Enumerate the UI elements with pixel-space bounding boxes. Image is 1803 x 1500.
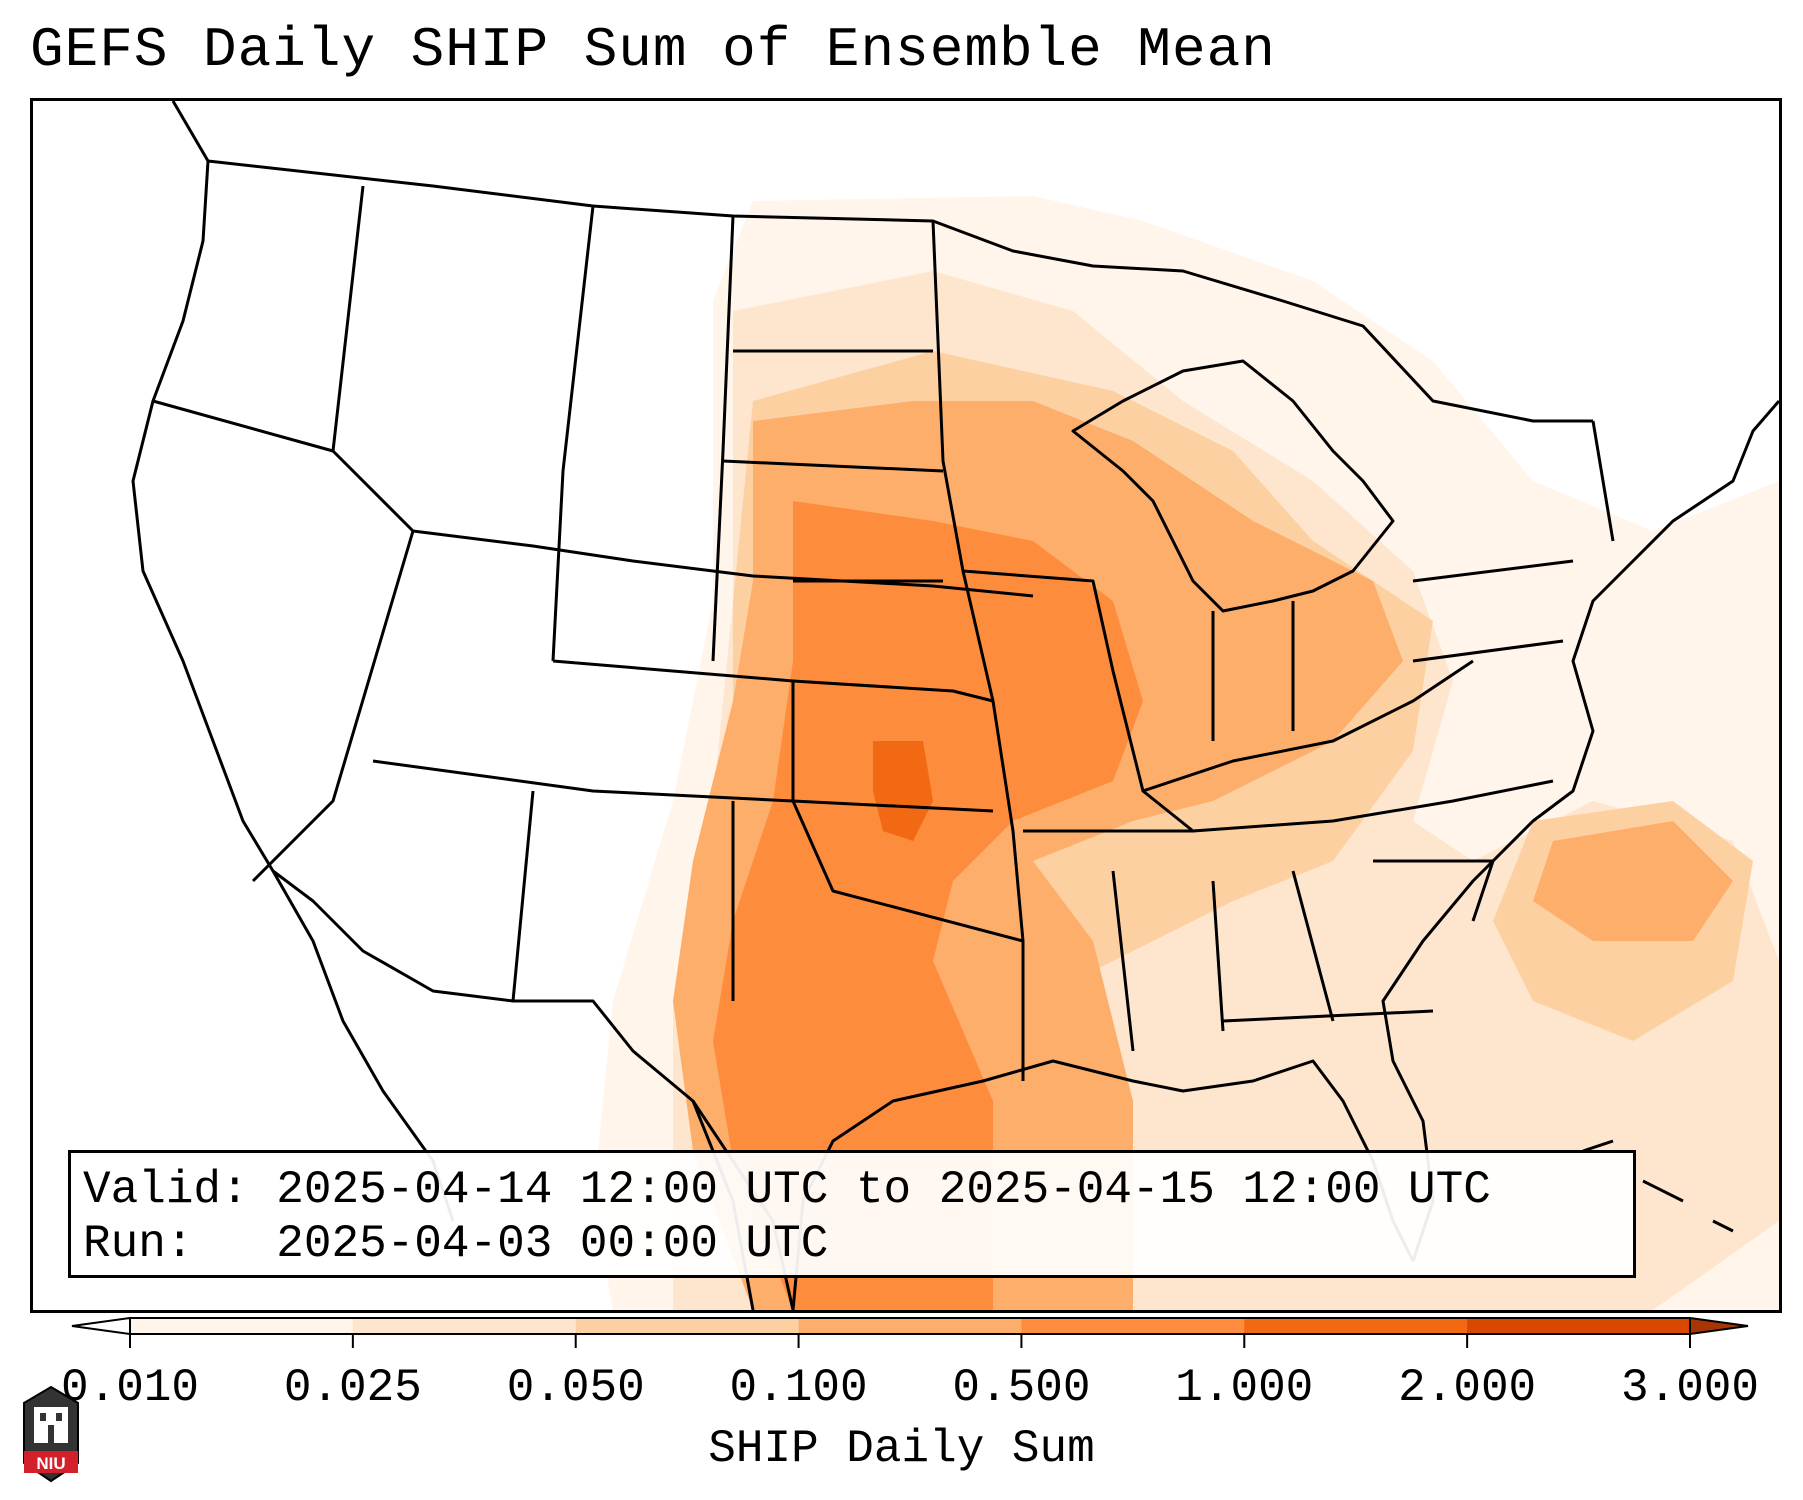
- shade-level-5: [713, 501, 1143, 1310]
- florida-east-coast: [1381, 400, 1779, 1262]
- colorbar-tick-label: 0.100: [729, 1362, 868, 1414]
- colorbar-segment-5: [1021, 1318, 1245, 1334]
- state-line-4: [551, 205, 595, 662]
- map-panel: [30, 98, 1782, 1313]
- state-line-23: [1373, 859, 1495, 922]
- colorbar-label: SHIP Daily Sum: [708, 1423, 1095, 1475]
- state-line-21: [1291, 870, 1335, 1022]
- bahamas: [1582, 1139, 1734, 1233]
- state-line-16: [962, 569, 1194, 833]
- colorbar-tick-label: 0.050: [506, 1362, 645, 1414]
- colorbar-tick-label: 0.010: [60, 1362, 200, 1414]
- map-title: GEFS Daily SHIP Sum of Ensemble Mean: [30, 18, 1276, 82]
- run-value: 2025-04-03 00:00 UTC: [276, 1218, 829, 1270]
- state-line-28: [1591, 420, 1615, 542]
- colorbar-over-extension: [1689, 1316, 1749, 1336]
- run-label: Run:: [83, 1218, 194, 1270]
- valid-label: Valid:: [83, 1164, 249, 1216]
- valid-value: 2025-04-14 12:00 UTC to 2025-04-15 12:00…: [276, 1164, 1491, 1216]
- great-lakes-outline: [1071, 359, 1395, 613]
- state-line-9: [511, 790, 535, 1002]
- map-canvas: [131, 101, 1779, 1310]
- colorbar-segment-4: [798, 1318, 1022, 1334]
- colorbar-segment-3: [575, 1318, 800, 1334]
- colorbar: [71, 1316, 1749, 1348]
- state-line-3: [412, 529, 1034, 598]
- colorbar-segment-7: [1467, 1318, 1691, 1334]
- state-line-7: [552, 659, 994, 703]
- ship-shading-layer: [593, 196, 1779, 1310]
- colorbar-tick-label: 0.025: [283, 1362, 422, 1414]
- colorbar-segment-2: [352, 1318, 577, 1334]
- colorbar-segment-1: [130, 1318, 354, 1334]
- state-line-22: [1222, 1009, 1434, 1023]
- state-line-19: [1111, 870, 1135, 1052]
- state-line-11: [791, 681, 1024, 943]
- state-line-18: [1142, 659, 1474, 793]
- colorbar-under-extension: [71, 1316, 131, 1336]
- state-line-27: [1412, 639, 1564, 663]
- validity-info-box: Valid: 2025-04-14 12:00 UTC to 2025-04-1…: [68, 1150, 1636, 1278]
- logo-text: NIU: [36, 1454, 65, 1473]
- state-line-12: [931, 220, 1025, 1081]
- state-line-5: [711, 215, 735, 662]
- shade-level-4b: [1533, 821, 1733, 941]
- state-line-26: [1412, 559, 1574, 583]
- state-line-17: [1023, 779, 1554, 833]
- state-line-2: [152, 399, 334, 453]
- state-line-20: [1211, 880, 1225, 1032]
- colorbar-tick-label: 0.500: [952, 1362, 1091, 1414]
- state-line-6: [251, 530, 415, 883]
- state-line-14: [722, 459, 944, 473]
- shade-level-6: [873, 741, 933, 841]
- colorbar-tick-label: 3.000: [1620, 1362, 1760, 1414]
- colorbar-tick-label: 2.000: [1398, 1362, 1537, 1414]
- state-line-8: [372, 759, 994, 813]
- state-line-1: [331, 185, 415, 533]
- colorbar-frame: [129, 1317, 1691, 1335]
- colorbar-tick-label: 1.000: [1175, 1362, 1314, 1414]
- colorbar-segment-6: [1244, 1318, 1468, 1334]
- niu-logo: NIU: [23, 1385, 79, 1483]
